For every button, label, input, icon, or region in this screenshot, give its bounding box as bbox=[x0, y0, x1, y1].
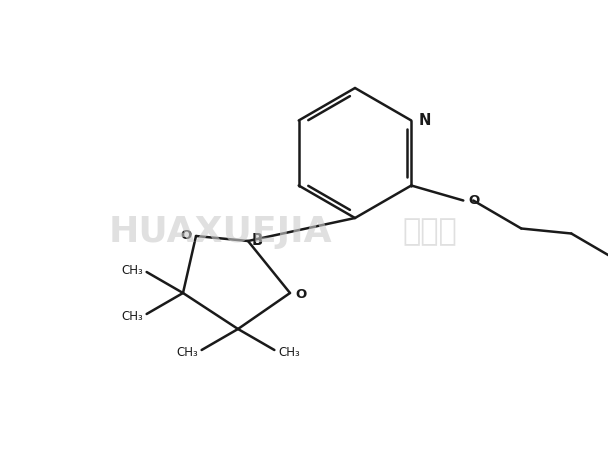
Text: O: O bbox=[181, 229, 192, 242]
Text: CH₃: CH₃ bbox=[176, 346, 198, 359]
Text: CH₃: CH₃ bbox=[278, 346, 300, 359]
Text: N: N bbox=[418, 113, 430, 128]
Text: O: O bbox=[295, 287, 306, 300]
Text: CH₃: CH₃ bbox=[121, 264, 143, 277]
Text: CH₃: CH₃ bbox=[121, 310, 143, 323]
Text: HUAXUEJIA: HUAXUEJIA bbox=[108, 214, 332, 249]
Text: B: B bbox=[252, 233, 263, 248]
Text: 化学加: 化学加 bbox=[402, 217, 457, 246]
Text: O: O bbox=[468, 194, 480, 206]
